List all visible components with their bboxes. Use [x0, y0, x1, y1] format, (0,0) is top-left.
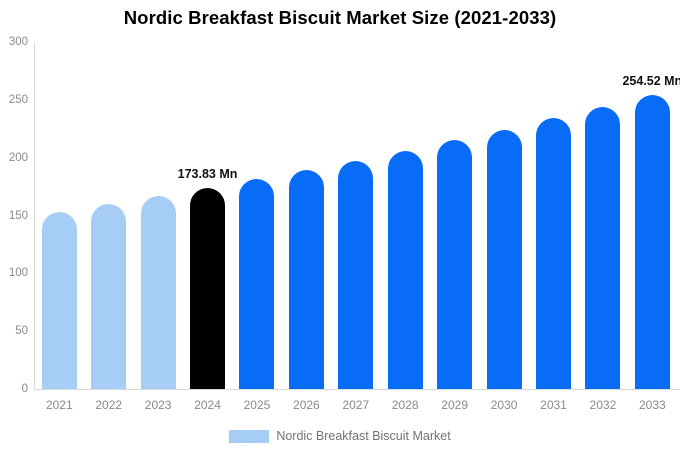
- bar-2023[interactable]: [140, 196, 176, 389]
- bar-2025[interactable]: [239, 179, 275, 389]
- x-tick-label-2027: 2027: [342, 398, 370, 412]
- bar-2032[interactable]: [585, 106, 621, 389]
- x-tick-label-2033: 2033: [638, 398, 666, 412]
- x-tick-label-2024: 2024: [194, 398, 221, 412]
- x-tick-label-2030: 2030: [490, 398, 518, 412]
- bar-2028[interactable]: [387, 150, 423, 389]
- bar-2029[interactable]: [437, 140, 473, 389]
- data-label-2024: 173.83 Mn: [177, 166, 238, 181]
- y-tick-label-50: 50: [15, 325, 28, 338]
- y-tick-label-250: 250: [8, 93, 28, 106]
- x-tick-label-2029: 2029: [441, 398, 468, 412]
- x-tick-label-2028: 2028: [391, 398, 419, 412]
- y-tick-label-0: 0: [21, 383, 28, 395]
- y-tick-label-300: 300: [8, 36, 28, 48]
- bar-2027[interactable]: [338, 160, 374, 389]
- chart-title: Nordic Breakfast Biscuit Market Size (20…: [123, 7, 557, 28]
- bar-2031[interactable]: [536, 118, 571, 389]
- legend-item[interactable]: Nordic Breakfast Biscuit Market: [0, 427, 680, 445]
- bar-2024[interactable]: [190, 187, 226, 389]
- bar-2021[interactable]: [41, 211, 77, 389]
- y-axis-line: [34, 42, 35, 390]
- legend-swatch[interactable]: [229, 429, 270, 443]
- bar-2026[interactable]: [288, 170, 324, 389]
- y-tick-label-200: 200: [8, 151, 28, 164]
- x-tick-label-2022: 2022: [95, 398, 123, 412]
- x-tick-label-2025: 2025: [243, 398, 271, 412]
- bar-2030[interactable]: [486, 129, 522, 389]
- legend-label: Nordic Breakfast Biscuit Market: [276, 429, 451, 443]
- x-tick-label-2026: 2026: [293, 398, 320, 412]
- data-label-2033: 254.52 Mn: [622, 73, 680, 88]
- x-tick-label-2023: 2023: [144, 398, 172, 412]
- x-tick-label-2031: 2031: [540, 398, 567, 412]
- x-axis-line: [34, 389, 680, 390]
- x-tick-label-2021: 2021: [45, 398, 73, 412]
- bar-2022[interactable]: [91, 204, 127, 389]
- y-tick-label-100: 100: [8, 267, 28, 280]
- bar-2033[interactable]: [634, 94, 670, 389]
- y-tick-label-150: 150: [8, 209, 28, 222]
- x-tick-label-2032: 2032: [589, 398, 617, 412]
